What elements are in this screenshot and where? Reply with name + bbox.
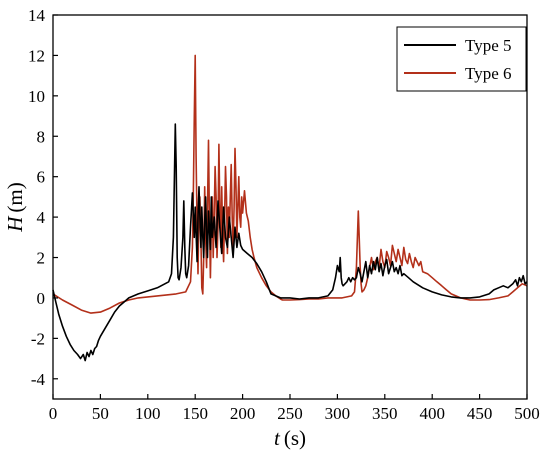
axis-ticks: 0 50 100 150 200 250 300 350 400 450 500 -4 -2 0 2 4 6 8 1… (28, 6, 540, 423)
y-tick-label: 14 (28, 6, 46, 25)
legend-box (396, 26, 527, 92)
x-tick-label: 250 (277, 404, 303, 423)
x-tick-label: 350 (372, 404, 398, 423)
legend-label-type-5: Type 5 (465, 36, 512, 55)
y-axis-variable: H (3, 215, 27, 233)
y-tick-label: 0 (37, 289, 46, 308)
y-axis-label: H (m) (3, 182, 27, 233)
y-tick-label: 10 (28, 87, 45, 106)
x-tick-label: 0 (49, 404, 58, 423)
x-tick-label: 50 (92, 404, 109, 423)
y-tick-label: -2 (31, 329, 45, 348)
legend: Type 5 Type 6 (396, 26, 527, 92)
x-axis-label: t (s) (274, 426, 306, 450)
legend-label-type-6: Type 6 (465, 64, 512, 83)
x-tick-label: 300 (325, 404, 351, 423)
y-axis-unit: (m) (3, 182, 27, 212)
y-tick-label: 2 (37, 249, 46, 268)
series-line-type-5 (52, 123, 528, 362)
y-tick-label: -4 (31, 370, 46, 389)
y-tick-label: 4 (37, 208, 46, 227)
x-tick-label: 200 (230, 404, 256, 423)
x-tick-label: 500 (514, 404, 540, 423)
x-tick-label: 100 (135, 404, 161, 423)
x-tick-label: 150 (182, 404, 208, 423)
series-layer (52, 54, 528, 362)
x-tick-label: 450 (467, 404, 493, 423)
y-tick-label: 8 (37, 127, 46, 146)
y-tick-label: 12 (28, 46, 45, 65)
x-axis-variable: t (274, 426, 281, 450)
y-tick-label: 6 (37, 168, 46, 187)
x-axis-unit: (s) (284, 426, 306, 450)
x-tick-label: 400 (419, 404, 445, 423)
